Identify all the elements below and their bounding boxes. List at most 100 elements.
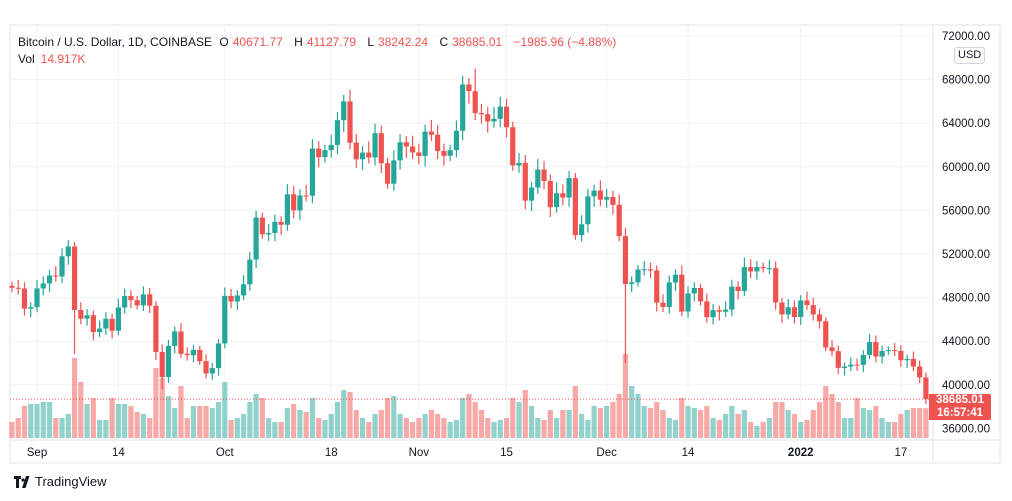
volume-bar	[84, 404, 90, 438]
volume-bar	[397, 414, 403, 438]
volume-bar	[372, 414, 378, 438]
candle-body	[760, 267, 766, 269]
volume-bar	[854, 398, 860, 438]
candle	[215, 339, 222, 376]
volume-bar	[879, 418, 885, 438]
volume-bar	[15, 418, 21, 438]
candle-body	[209, 368, 215, 374]
candle	[604, 188, 610, 208]
candle	[485, 107, 491, 133]
candle-body	[835, 351, 841, 368]
volume-bar	[679, 398, 685, 438]
candle-body	[278, 221, 284, 225]
candle	[397, 134, 403, 170]
candle-body	[510, 127, 516, 166]
low-label: L	[367, 35, 375, 49]
volume-bar	[240, 414, 247, 438]
candle	[535, 159, 541, 194]
candle	[21, 282, 28, 316]
candle-body	[272, 221, 278, 233]
volume-bar	[128, 406, 134, 438]
candle	[616, 194, 622, 242]
candle	[547, 174, 553, 217]
volume-bar	[647, 408, 654, 438]
volume-bar	[222, 382, 228, 438]
candle	[53, 266, 59, 282]
candle-body	[78, 310, 84, 319]
volume-bar	[347, 392, 353, 438]
candle-body	[785, 307, 791, 315]
candle-body	[28, 307, 34, 309]
candle-body	[704, 301, 710, 318]
candle-body	[366, 152, 372, 158]
candle	[435, 125, 441, 160]
candle	[103, 312, 109, 335]
volume-bar	[316, 418, 322, 438]
x-tick-label: Nov	[409, 447, 430, 459]
candle	[410, 135, 416, 160]
y-tick-label: 44000.00	[942, 336, 990, 348]
volume-bar	[122, 404, 128, 438]
candle	[297, 189, 303, 221]
volume-bar	[522, 390, 528, 438]
close-label: C	[439, 35, 449, 49]
candle	[710, 304, 716, 325]
candle-body	[247, 259, 253, 285]
volume-bar	[215, 402, 222, 438]
tradingview-logo[interactable]: TradingView	[14, 474, 107, 489]
candle-body	[441, 150, 447, 156]
candle	[9, 281, 15, 293]
volume-bar	[654, 402, 660, 438]
volume-bar	[266, 418, 272, 438]
candle	[541, 161, 547, 190]
candle	[885, 346, 891, 355]
volume-bar	[885, 422, 891, 438]
volume-bar	[810, 410, 816, 438]
volume-bar	[791, 414, 798, 438]
candle	[691, 282, 697, 302]
candle-body	[384, 163, 391, 184]
currency-button[interactable]: USD	[954, 47, 986, 64]
candle-body	[259, 217, 265, 235]
candle-body	[622, 236, 629, 284]
candle	[553, 182, 560, 213]
candle-body	[754, 267, 760, 272]
candle	[754, 260, 760, 280]
candle	[209, 362, 215, 380]
candle	[491, 106, 497, 128]
candle	[666, 275, 672, 314]
volume-bar	[403, 418, 409, 438]
candle	[829, 340, 835, 357]
candle	[610, 190, 616, 215]
candle	[516, 153, 522, 173]
candle-body	[660, 302, 666, 307]
volume-bar	[435, 414, 441, 438]
candle	[90, 310, 96, 341]
candle	[422, 124, 428, 167]
symbol-title: Bitcoin / U.S. Dollar, 1D, COINBASE	[18, 35, 213, 49]
volume-bar	[34, 404, 40, 438]
candle-body	[165, 345, 172, 378]
x-tick-label: 14	[112, 447, 125, 459]
volume-bar	[541, 420, 547, 438]
volume-bar	[291, 404, 297, 438]
candle-body	[503, 106, 510, 128]
candle	[309, 139, 316, 204]
candle-body	[391, 160, 397, 184]
volume-bar	[90, 398, 96, 438]
volume-bar	[785, 410, 791, 438]
candle-body	[397, 142, 403, 161]
candle	[660, 294, 666, 313]
candle-body	[560, 193, 566, 198]
volume-bar	[741, 410, 747, 438]
volume-bar	[366, 422, 372, 438]
volume-bar	[754, 426, 760, 438]
candle	[917, 360, 923, 384]
x-tick-label: 14	[682, 447, 695, 459]
candle-body	[46, 275, 53, 284]
volume-bar	[716, 420, 722, 438]
y-tick-label: 72000.00	[942, 31, 990, 43]
candle	[341, 94, 347, 133]
volume-legend: Vol 14.917K	[18, 52, 85, 66]
